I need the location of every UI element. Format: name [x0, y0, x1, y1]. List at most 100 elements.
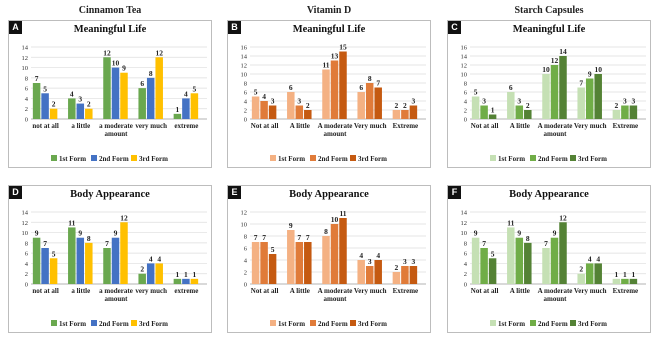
data-label: 2: [395, 263, 399, 272]
bar: [392, 272, 401, 284]
bar: [480, 248, 488, 284]
x-tick-label: Very much: [354, 287, 387, 295]
bar: [41, 93, 49, 119]
data-label: 4: [359, 251, 363, 260]
bar: [85, 242, 93, 284]
data-label: 8: [526, 234, 530, 243]
x-tick-label: a moderate amount: [99, 287, 133, 303]
bar: [111, 67, 120, 119]
data-label: 7: [254, 233, 258, 242]
data-label: 7: [482, 239, 486, 248]
x-tick-label: Extreme: [613, 122, 639, 130]
chart-panel-c: C Meaningful Life 0 2 4 6 8 10 12 14 16 5 3 1 Not at…: [447, 20, 651, 168]
x-tick-label-line: amount: [544, 295, 568, 303]
bar: [287, 230, 295, 284]
data-label: 12: [155, 48, 163, 57]
bar: [268, 105, 277, 119]
bar: [629, 105, 638, 119]
y-tick-label: 16: [241, 45, 248, 52]
data-label: 1: [193, 270, 197, 279]
bar: [49, 258, 58, 284]
data-label: 3: [403, 257, 407, 266]
data-label: 3: [623, 97, 627, 106]
x-tick-label: A little: [510, 122, 530, 130]
bar: [138, 273, 146, 284]
bar: [251, 96, 260, 119]
column-title-starch-capsules: Starch Capsules: [514, 5, 584, 16]
x-tick-label: Extreme: [613, 287, 639, 295]
bar: [173, 113, 182, 119]
y-tick-label: 2: [244, 270, 247, 277]
bar: [85, 108, 93, 119]
x-tick-label-line: not at all: [32, 287, 59, 295]
bar: [374, 260, 382, 284]
bar: [550, 237, 559, 284]
data-label: 7: [35, 74, 39, 83]
x-tick-label: not at all: [32, 122, 59, 130]
bar: [612, 278, 621, 284]
bar: [507, 227, 515, 284]
chart-panel-f: F Body Appearance 0 2 4 6 8 10 12 14 9 7 5 Not at a…: [447, 185, 651, 333]
x-tick-label: Extreme: [393, 287, 419, 295]
bar: [49, 108, 58, 119]
chart-title: Body Appearance: [289, 189, 369, 200]
data-label: 7: [105, 239, 109, 248]
y-tick-label: 10: [461, 230, 468, 237]
bar: [594, 263, 602, 284]
data-label: 2: [579, 265, 583, 274]
x-tick-label: very much: [135, 287, 167, 295]
x-tick-label: Very much: [574, 287, 607, 295]
x-tick-label: extreme: [174, 122, 198, 130]
data-label: 4: [596, 254, 600, 263]
y-tick-label: 2: [25, 106, 28, 113]
data-label: 3: [517, 97, 521, 106]
x-tick-label-line: very much: [135, 287, 167, 295]
bar: [268, 254, 277, 284]
data-label: 4: [376, 251, 380, 260]
chart-title: Body Appearance: [509, 189, 589, 200]
x-tick-label: A little: [290, 122, 310, 130]
data-label: 7: [43, 239, 47, 248]
y-tick-label: 14: [461, 210, 468, 217]
x-tick-label: Not at all: [251, 122, 279, 130]
x-tick-label-line: Not at all: [251, 122, 279, 130]
x-tick-label-line: a little: [71, 287, 90, 295]
data-label: 13: [331, 52, 339, 61]
x-tick-label-line: Very much: [354, 122, 387, 130]
y-tick-label: 14: [22, 210, 29, 217]
legend-label: 2nd Form: [99, 320, 129, 328]
x-tick-label: extreme: [174, 287, 198, 295]
legend-swatch: [570, 155, 576, 161]
y-tick-label: 14: [241, 54, 248, 61]
bar: [471, 237, 480, 284]
column-title-vitamin-d: Vitamin D: [306, 5, 352, 16]
bar: [173, 278, 182, 284]
data-label: 2: [140, 265, 144, 274]
x-tick-label: Not at all: [251, 287, 279, 295]
data-label: 5: [491, 249, 495, 258]
data-label: 2: [403, 101, 407, 110]
x-tick-label-line: amount: [544, 130, 568, 138]
y-tick-label: 12: [461, 63, 468, 70]
y-tick-label: 4: [244, 99, 248, 106]
x-tick-label-line: very much: [135, 122, 167, 130]
chart-panel-b: B Meaningful Life 0 2 4 6 8 10 12 14 16 5 4 3 Not at…: [227, 20, 431, 168]
data-label: 2: [87, 100, 91, 109]
data-label: 3: [297, 97, 301, 106]
x-tick-label-line: Not at all: [471, 122, 499, 130]
y-tick-label: 12: [22, 55, 29, 62]
legend-label: 1st Form: [278, 155, 305, 163]
legend-label: 1st Form: [278, 320, 305, 328]
chart-title: Body Appearance: [70, 189, 150, 200]
data-label: 3: [78, 95, 82, 104]
x-tick-label-line: not at all: [32, 122, 59, 130]
y-tick-label: 0: [25, 282, 28, 289]
x-tick-label: A moderate amount: [318, 122, 353, 138]
data-label: 6: [289, 83, 293, 92]
x-tick-label-line: Very much: [574, 287, 607, 295]
y-tick-label: 2: [464, 108, 467, 115]
data-label: 2: [526, 101, 530, 110]
data-label: 1: [623, 270, 627, 279]
data-label: 1: [184, 270, 188, 279]
